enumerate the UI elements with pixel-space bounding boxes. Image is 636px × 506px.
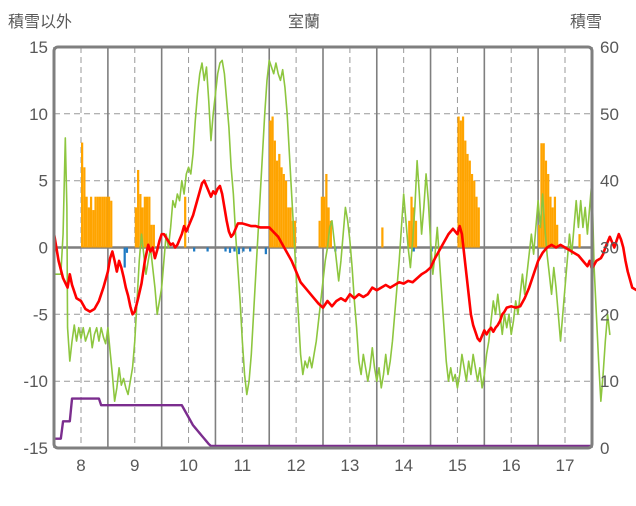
svg-text:17: 17 [556,456,575,475]
svg-text:12: 12 [287,456,306,475]
svg-text:30: 30 [600,239,619,258]
svg-text:-15: -15 [23,439,48,458]
svg-text:40: 40 [600,172,619,191]
svg-text:10: 10 [29,105,48,124]
svg-text:20: 20 [600,305,619,324]
svg-text:5: 5 [39,172,48,191]
svg-text:-5: -5 [33,305,48,324]
svg-text:15: 15 [29,38,48,57]
svg-text:10: 10 [179,456,198,475]
svg-text:50: 50 [600,105,619,124]
svg-text:60: 60 [600,38,619,57]
svg-text:14: 14 [394,456,413,475]
svg-text:10: 10 [600,372,619,391]
svg-text:0: 0 [39,239,48,258]
svg-text:16: 16 [502,456,521,475]
svg-text:-10: -10 [23,372,48,391]
svg-text:11: 11 [234,456,252,475]
svg-text:8: 8 [76,456,85,475]
svg-text:0: 0 [600,439,609,458]
svg-text:13: 13 [340,456,359,475]
svg-text:9: 9 [130,456,139,475]
svg-text:15: 15 [448,456,467,475]
